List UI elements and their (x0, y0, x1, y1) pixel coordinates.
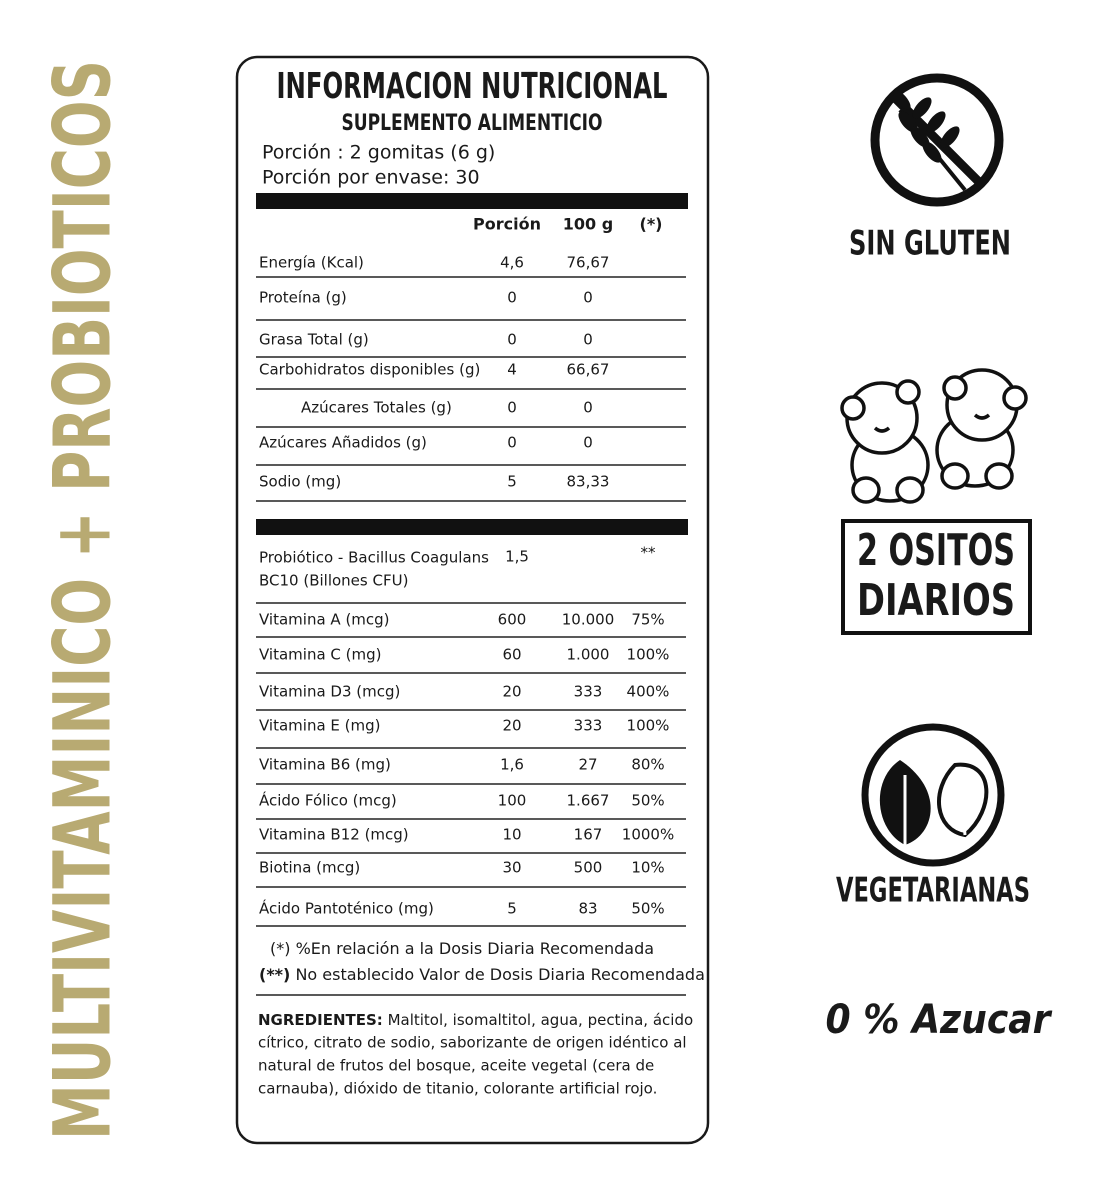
note: (**) No establecido Valor de Dosis Diari… (259, 965, 705, 984)
ingredients-line: carnauba), dióxido de titanio, colorante… (258, 1080, 657, 1098)
row-value: 1000% (622, 826, 674, 844)
row-name: Vitamina B12 (mcg) (259, 826, 409, 844)
badge-frame (841, 519, 1032, 635)
note: (*) %En relación a la Dosis Diaria Recom… (270, 939, 654, 958)
row-value: 27 (578, 756, 597, 774)
row-name: Proteína (g) (259, 289, 347, 307)
row-name: Grasa Total (g) (259, 331, 369, 349)
probiotic-dv: ** (641, 544, 657, 562)
column-header: (*) (640, 215, 663, 234)
row-value: 1.000 (567, 646, 610, 664)
row-name: Vitamina E (mg) (259, 717, 381, 735)
row-name: Vitamina B6 (mg) (259, 756, 391, 774)
note-text: No establecido Valor de Dosis Diaria Rec… (295, 965, 704, 984)
row-name: Carbohidratos disponibles (g) (259, 361, 480, 379)
thick-bar (256, 519, 688, 535)
row-value: 0 (507, 331, 517, 349)
row-value: 50% (631, 900, 664, 918)
row-name: Ácido Fólico (mcg) (259, 791, 397, 810)
row-value: 167 (574, 826, 603, 844)
row-name: Vitamina A (mcg) (259, 611, 390, 629)
note-mark: (*) (270, 939, 290, 958)
row-value: 5 (507, 473, 517, 491)
badge-text: DIARIOS (857, 575, 1015, 626)
row-name: Azúcares Añadidos (g) (259, 434, 427, 452)
row-value: 4 (507, 361, 517, 379)
row-value: 60 (502, 646, 521, 664)
gluten-icon (870, 73, 1004, 207)
ingredients-text: Maltitol, isomaltitol, agua, pectina, ác… (388, 1011, 694, 1029)
row-value: 0 (583, 289, 593, 307)
row-value: 0 (583, 399, 593, 417)
note-text: %En relación a la Dosis Diaria Recomenda… (296, 939, 654, 958)
label-title: INFORMACION NUTRICIONAL (277, 66, 668, 107)
row-value: 20 (502, 717, 521, 735)
badge-text: VEGETARIANAS (836, 871, 1030, 911)
row-name: Ácido Pantoténico (mg) (259, 899, 434, 918)
row-name: Sodio (mg) (259, 473, 341, 491)
row-value: 0 (507, 399, 517, 417)
badge-text: SIN GLUTEN (849, 224, 1011, 264)
ingredients-line: cítrico, citrato de sodio, saborizante d… (258, 1034, 687, 1052)
column-header: Porción (473, 215, 541, 234)
row-value: 5 (507, 900, 517, 918)
row-value: 66,67 (567, 361, 610, 379)
row-value: 0 (507, 434, 517, 452)
row-value: 1,6 (500, 756, 524, 774)
thick-bar (256, 193, 688, 209)
probiotic-portion: 1,5 (505, 548, 529, 566)
row-value: 0 (583, 331, 593, 349)
row-value: 400% (627, 683, 670, 701)
row-value: 0 (507, 289, 517, 307)
row-value: 80% (631, 756, 664, 774)
row-name: Vitamina C (mg) (259, 646, 382, 664)
probiotic-name: Probiótico - Bacillus Coagulans (259, 549, 489, 567)
label-frame (235, 55, 710, 1145)
row-value: 83 (578, 900, 597, 918)
bears-icon (840, 368, 1028, 504)
badge-text: 0 % Azucar (826, 997, 1053, 1043)
side-title: MULTIVITAMINICO + PROBIOTICOS (38, 60, 128, 1140)
ingredients-line: natural de frutos del bosque, aceite veg… (258, 1057, 654, 1075)
row-value: 76,67 (567, 254, 610, 272)
vegetarian-icon (861, 723, 1005, 867)
row-value: 10.000 (562, 611, 615, 629)
row-name: Azúcares Totales (g) (301, 399, 452, 417)
probiotic-name: BC10 (Billones CFU) (259, 572, 408, 590)
servings-per-container: Porción por envase: 30 (262, 167, 480, 189)
row-value: 10 (502, 826, 521, 844)
row-value: 333 (574, 683, 603, 701)
row-value: 1.667 (567, 792, 610, 810)
label-subtitle: SUPLEMENTO ALIMENTICIO (342, 111, 603, 136)
row-value: 100 (498, 792, 527, 810)
row-value: 500 (574, 859, 603, 877)
badge-text: 2 OSITOS (857, 525, 1015, 576)
row-value: 30 (502, 859, 521, 877)
column-header: 100 g (563, 215, 613, 234)
row-value: 0 (583, 434, 593, 452)
row-value: 4,6 (500, 254, 524, 272)
row-value: 100% (627, 646, 670, 664)
row-value: 20 (502, 683, 521, 701)
row-value: 50% (631, 792, 664, 810)
row-name: Biotina (mcg) (259, 859, 360, 877)
row-value: 333 (574, 717, 603, 735)
row-value: 10% (631, 859, 664, 877)
row-value: 83,33 (567, 473, 610, 491)
ingredients-line: NGREDIENTES: Maltitol, isomaltitol, agua… (258, 1011, 693, 1029)
row-name: Vitamina D3 (mcg) (259, 683, 400, 701)
ingredients-label: NGREDIENTES: (258, 1011, 383, 1029)
serving: Porción : 2 gomitas (6 g) (262, 142, 495, 164)
row-value: 100% (627, 717, 670, 735)
note-mark: (**) (259, 965, 290, 984)
row-value: 75% (631, 611, 664, 629)
row-name: Energía (Kcal) (259, 254, 364, 272)
row-value: 600 (498, 611, 527, 629)
